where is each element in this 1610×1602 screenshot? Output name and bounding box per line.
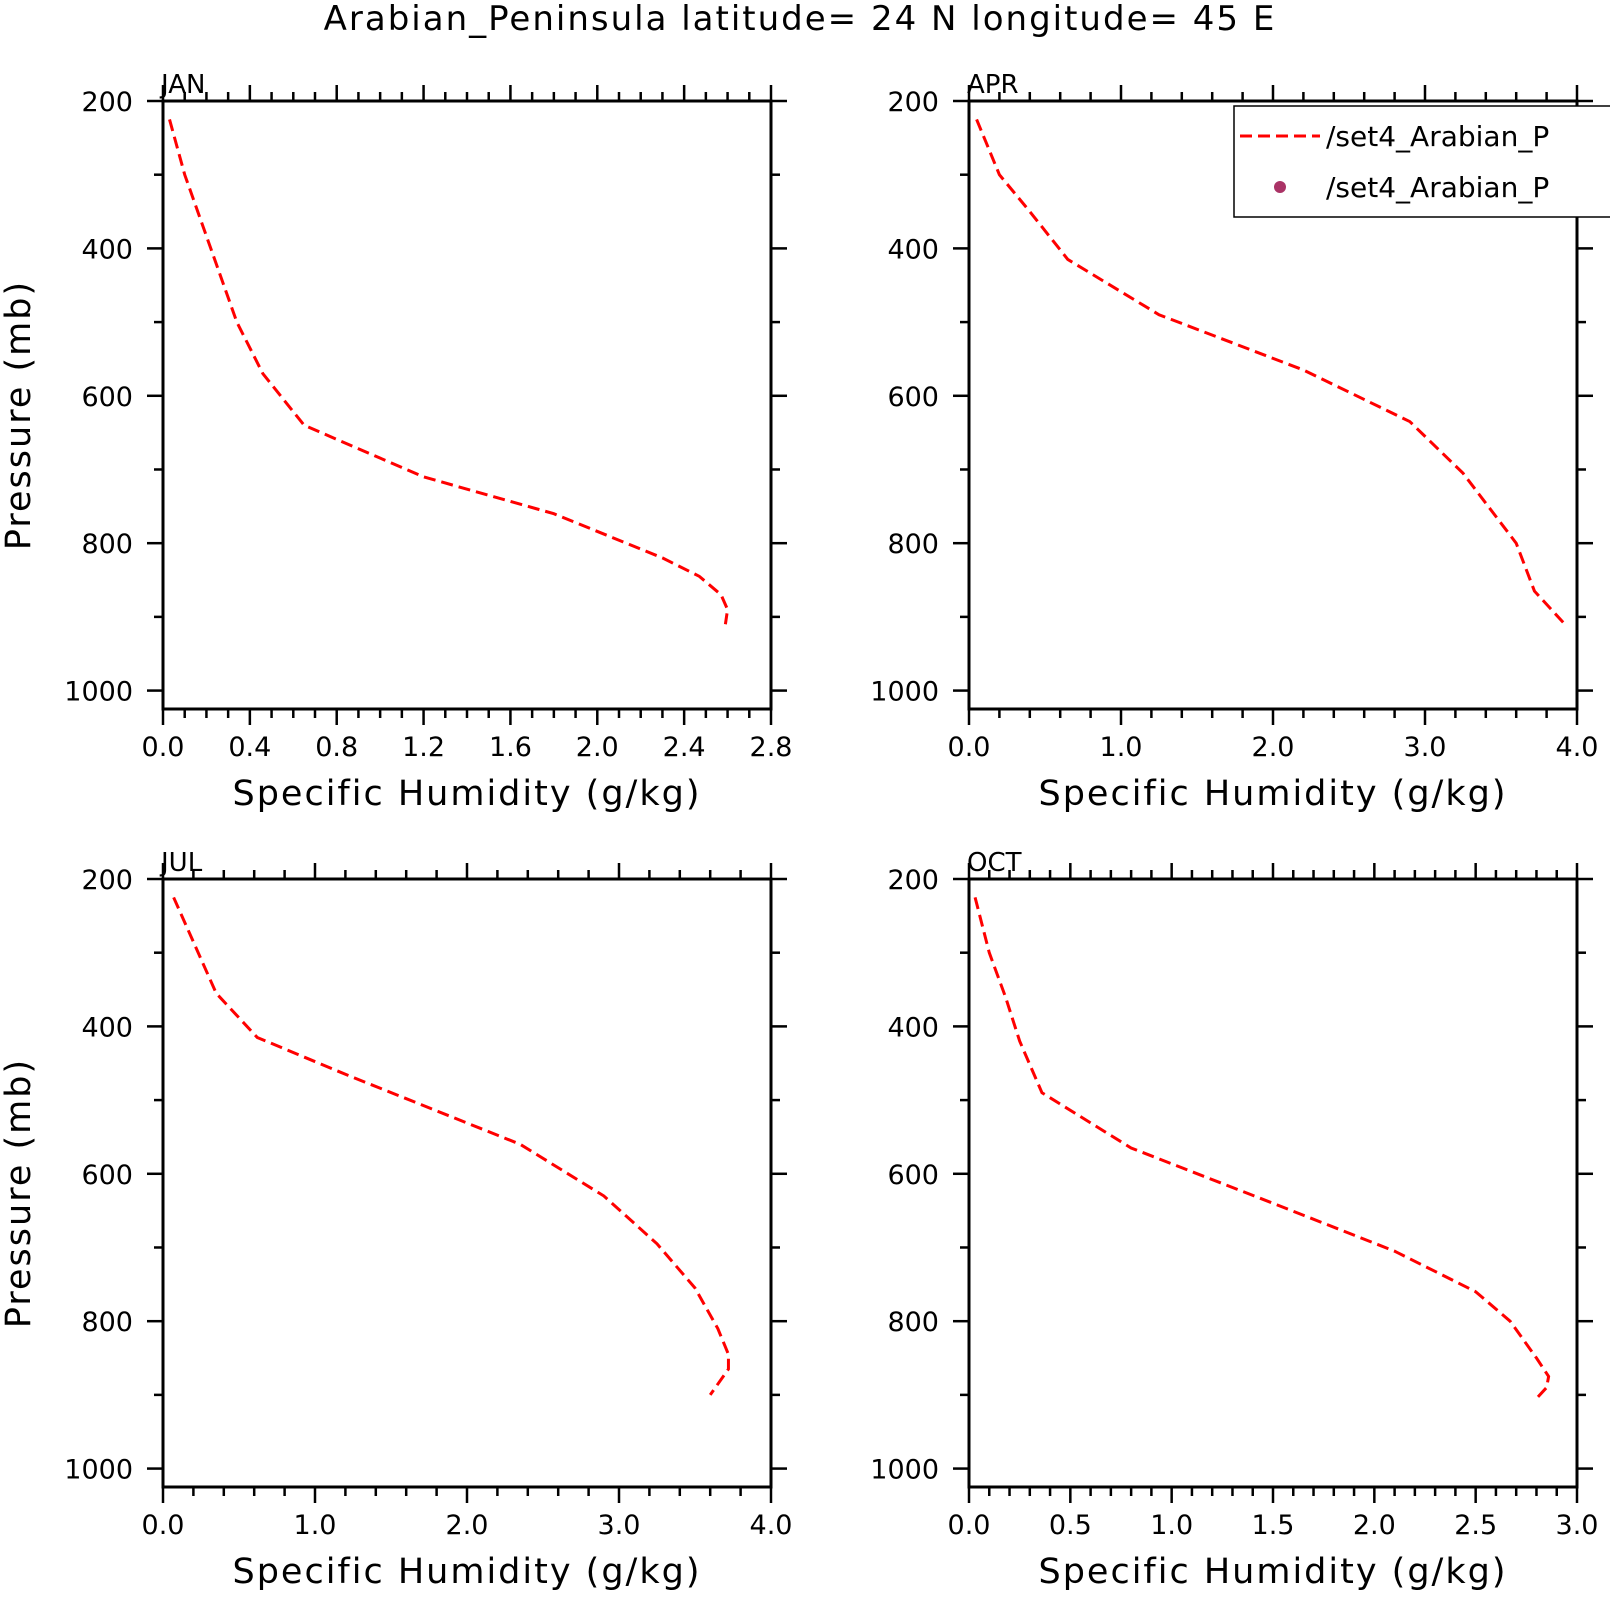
y-tick-label-jul: 600 <box>81 1160 133 1191</box>
x-tick-label-oct: 1.5 <box>1252 1510 1295 1541</box>
y-tick-label-oct: 200 <box>887 865 939 896</box>
y-tick-label-oct: 800 <box>887 1307 939 1338</box>
y-tick-label-oct: 600 <box>887 1160 939 1191</box>
panel-apr: APR 0.0 1.0 2.0 3.0 4.0 200 400 600 800 1000 Specif… <box>870 70 1598 814</box>
y-tick-label-jul: 200 <box>81 865 133 896</box>
x-tick-label-oct: 1.0 <box>1150 1510 1193 1541</box>
legend-box <box>1233 105 1610 218</box>
plot-frame-jan <box>161 99 773 711</box>
x-tick-label-apr: 3.0 <box>1404 732 1447 763</box>
legend-dot-swatch <box>1274 181 1286 193</box>
series-line-oct <box>973 897 1551 1400</box>
panel-title-oct: OCT <box>967 848 1022 878</box>
panel-jan: JAN 0.0 0.4 0.8 1.2 1.6 2.0 2.4 2.8 200 400 600 800 1… <box>0 70 792 814</box>
plot-frame-jul <box>161 877 773 1489</box>
plot-frame-oct <box>967 877 1579 1489</box>
series-line-jul <box>172 896 730 1396</box>
x-tick-label-jan: 1.2 <box>402 732 445 763</box>
panel-title-jan: JAN <box>159 70 205 100</box>
y-tick-label-oct: 1000 <box>870 1455 939 1486</box>
y-tick-label-jan: 1000 <box>64 677 133 708</box>
panel-title-jul: JUL <box>159 848 203 878</box>
x-tick-label-apr: 0.0 <box>948 732 991 763</box>
x-tick-label-apr: 4.0 <box>1556 732 1599 763</box>
y-tick-label-jul: 1000 <box>64 1455 133 1486</box>
y-tick-label-jul: 400 <box>81 1012 133 1043</box>
x-tick-label-jan: 0.0 <box>142 732 185 763</box>
x-tick-label-oct: 2.5 <box>1454 1510 1497 1541</box>
x-tick-label-jan: 2.0 <box>576 732 619 763</box>
y-tick-label-apr: 1000 <box>870 677 939 708</box>
y-tick-label-jan: 800 <box>81 529 133 560</box>
y-tick-label-apr: 600 <box>887 382 939 413</box>
x-tick-label-apr: 2.0 <box>1252 732 1295 763</box>
x-tick-label-oct: 2.0 <box>1353 1510 1396 1541</box>
y-tick-label-jul: 800 <box>81 1307 133 1338</box>
y-tick-label-apr: 800 <box>887 529 939 560</box>
x-tick-label-oct: 3.0 <box>1556 1510 1599 1541</box>
x-tick-label-jan: 0.4 <box>228 732 271 763</box>
y-tick-label-jan: 400 <box>81 234 133 265</box>
x-tick-label-oct: 0.5 <box>1049 1510 1092 1541</box>
x-tick-label-jan: 0.8 <box>315 732 358 763</box>
x-axis-label-oct: Specific Humidity (g/kg) <box>1039 1552 1508 1592</box>
series-line-jan <box>168 119 730 625</box>
legend-label-1: /set4_Arabian_P <box>1326 120 1549 153</box>
x-tick-label-jul: 0.0 <box>142 1510 185 1541</box>
x-tick-label-jan: 2.4 <box>663 732 706 763</box>
figure-title: Arabian_Peninsula latitude= 24 N longitu… <box>324 0 1277 39</box>
x-tick-label-apr: 1.0 <box>1100 732 1143 763</box>
series-line-apr <box>975 118 1566 626</box>
y-tick-label-jan: 200 <box>81 87 133 118</box>
y-tick-label-oct: 400 <box>887 1012 939 1043</box>
x-tick-label-jul: 2.0 <box>446 1510 489 1541</box>
legend-label-2: /set4_Arabian_P <box>1326 171 1549 204</box>
x-tick-label-jan: 2.8 <box>750 732 793 763</box>
x-tick-label-oct: 0.0 <box>948 1510 991 1541</box>
x-axis-label-jul: Specific Humidity (g/kg) <box>233 1552 702 1592</box>
x-tick-label-jan: 1.6 <box>489 732 532 763</box>
x-axis-label-apr: Specific Humidity (g/kg) <box>1039 774 1508 814</box>
panel-oct: OCT 0.0 0.5 1.0 1.5 2.0 2.5 3.0 200 400 600 800 1000… <box>870 848 1598 1592</box>
y-axis-label-jul: Pressure (mb) <box>0 1058 39 1328</box>
x-tick-label-jul: 4.0 <box>750 1510 793 1541</box>
legend: /set4_Arabian_P /set4_Arabian_P <box>1233 105 1610 218</box>
y-tick-label-apr: 400 <box>887 234 939 265</box>
x-tick-label-jul: 1.0 <box>294 1510 337 1541</box>
panel-title-apr: APR <box>967 70 1019 100</box>
y-tick-label-jan: 600 <box>81 382 133 413</box>
panel-jul: JUL 0.0 1.0 2.0 3.0 4.0 200 400 600 800 1000 Specif… <box>0 848 792 1592</box>
y-tick-label-apr: 200 <box>887 87 939 118</box>
x-axis-label-jan: Specific Humidity (g/kg) <box>233 774 702 814</box>
y-axis-label-jan: Pressure (mb) <box>0 280 39 550</box>
x-tick-label-jul: 3.0 <box>598 1510 641 1541</box>
